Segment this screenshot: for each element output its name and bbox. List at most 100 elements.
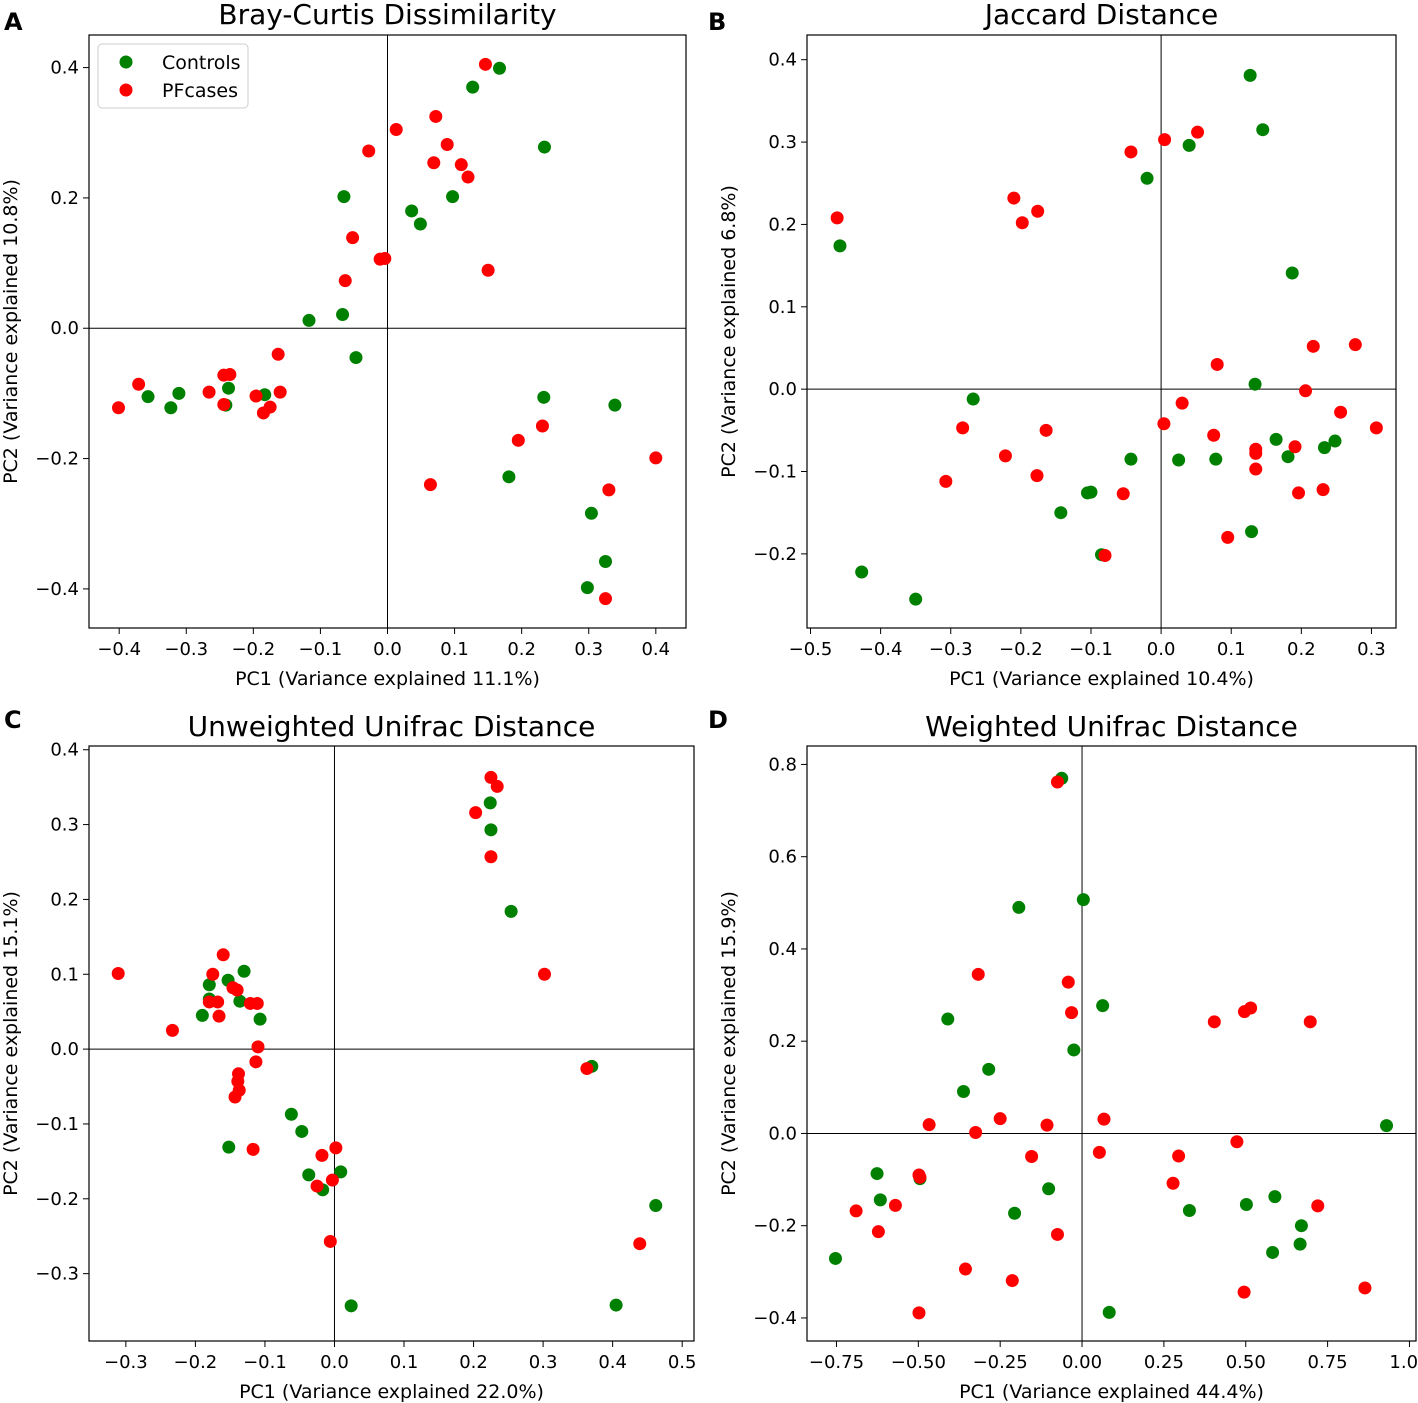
data-point-pfcases — [1237, 1285, 1251, 1299]
panel-label: D — [708, 706, 728, 734]
x-tick-label: 0.1 — [390, 1352, 419, 1373]
panel-label: C — [4, 706, 22, 734]
data-point-pfcases — [912, 1306, 926, 1320]
data-point-pfcases — [206, 967, 220, 981]
data-point-pfcases — [273, 385, 287, 399]
y-tick-label: 0.8 — [768, 754, 797, 775]
data-point-pfcases — [956, 421, 970, 435]
data-point-pfcases — [1158, 133, 1172, 147]
data-point-pfcases — [537, 967, 551, 981]
data-point-controls — [833, 239, 847, 253]
data-point-pfcases — [993, 1112, 1007, 1126]
data-point-controls — [1076, 893, 1090, 907]
x-tick-label: −0.2 — [174, 1352, 218, 1373]
plot-frame — [88, 745, 695, 1342]
y-tick-label: −0.3 — [35, 1264, 79, 1285]
data-point-pfcases — [1311, 1199, 1325, 1213]
y-tick-label: −0.2 — [35, 1189, 79, 1210]
data-point-controls — [466, 80, 480, 94]
data-point-controls — [295, 1124, 309, 1138]
data-point-pfcases — [1358, 1281, 1372, 1295]
x-tick-label: 0.1 — [440, 639, 469, 660]
data-point-pfcases — [599, 592, 613, 606]
data-point-pfcases — [216, 948, 230, 962]
data-point-pfcases — [1172, 1149, 1186, 1163]
x-tick-label: −0.1 — [1069, 639, 1113, 660]
data-point-pfcases — [211, 995, 225, 1009]
x-tick-label: 0.50 — [1226, 1352, 1266, 1373]
chart-panel-a: A Bray-Curtis Dissimilarity −0.4 −0.3 −0.2 −0… — [0, 0, 687, 690]
data-point-controls — [1209, 452, 1223, 466]
data-point-controls — [504, 904, 518, 918]
x-tick-label: 0.4 — [598, 1352, 627, 1373]
legend-marker-pfcases — [119, 83, 133, 97]
data-point-pfcases — [939, 474, 953, 488]
data-point-controls — [1042, 1182, 1056, 1196]
data-point-pfcases — [469, 806, 483, 820]
data-point-pfcases — [602, 483, 616, 497]
x-tick-label: −0.1 — [299, 639, 343, 660]
data-point-pfcases — [1191, 125, 1205, 139]
x-tick-label: 0.25 — [1144, 1352, 1184, 1373]
data-point-pfcases — [1005, 1274, 1019, 1288]
data-point-controls — [195, 1008, 209, 1022]
data-point-pfcases — [271, 347, 285, 361]
x-tick-label: 0.0 — [1147, 639, 1176, 660]
data-point-controls — [941, 1012, 955, 1026]
x-tick-label: 0.2 — [459, 1352, 488, 1373]
legend-label-pfcases: PFcases — [162, 80, 238, 102]
x-tick-label: 0.3 — [574, 639, 603, 660]
data-point-controls — [1256, 123, 1270, 137]
data-point-controls — [1317, 441, 1331, 455]
y-tick-label: 0.4 — [768, 50, 797, 71]
data-point-controls — [537, 390, 551, 404]
data-point-pfcases — [246, 1142, 260, 1156]
data-point-controls — [1269, 432, 1283, 446]
data-point-pfcases — [478, 57, 492, 71]
data-point-pfcases — [461, 170, 475, 184]
x-tick-label: −0.75 — [809, 1352, 864, 1373]
x-tick-label: −0.3 — [164, 639, 208, 660]
x-tick-label: −0.2 — [231, 639, 275, 660]
data-point-controls — [1172, 453, 1186, 467]
data-point-controls — [483, 796, 497, 810]
data-point-pfcases — [112, 401, 126, 415]
data-point-pfcases — [649, 451, 663, 465]
panel-label: A — [4, 8, 23, 36]
x-tick-label: 0.75 — [1308, 1352, 1348, 1373]
data-point-controls — [1067, 1043, 1081, 1057]
x-tick-label: 0.0 — [320, 1352, 349, 1373]
data-point-controls — [1012, 900, 1026, 914]
data-point-controls — [1182, 138, 1196, 152]
data-point-controls — [141, 390, 155, 404]
data-point-pfcases — [1230, 1135, 1244, 1149]
data-point-controls — [608, 398, 622, 412]
data-point-controls — [1102, 1305, 1116, 1319]
data-point-controls — [336, 308, 350, 322]
data-point-pfcases — [888, 1198, 902, 1212]
panel-label: B — [708, 8, 726, 36]
data-point-controls — [493, 61, 507, 75]
series-controls — [828, 771, 1394, 1319]
legend-box — [97, 43, 249, 109]
data-point-pfcases — [998, 449, 1012, 463]
data-point-pfcases — [535, 419, 549, 433]
data-point-controls — [1245, 525, 1259, 539]
data-point-pfcases — [1157, 417, 1171, 431]
data-point-pfcases — [1249, 462, 1263, 476]
data-point-pfcases — [1092, 1145, 1106, 1159]
x-tick-label: −0.3 — [929, 639, 973, 660]
data-point-pfcases — [580, 1062, 594, 1076]
data-point-pfcases — [329, 1141, 343, 1155]
data-point-controls — [172, 386, 186, 400]
data-point-controls — [302, 1168, 316, 1182]
y-tick-label: −0.4 — [35, 579, 79, 600]
y-tick-label: 0.0 — [768, 1123, 797, 1144]
data-point-pfcases — [1299, 384, 1313, 398]
x-tick-label: 0.3 — [1357, 639, 1386, 660]
data-point-controls — [584, 506, 598, 520]
y-tick-label: 0.1 — [768, 297, 797, 318]
data-point-pfcases — [325, 1173, 339, 1187]
data-point-controls — [202, 978, 216, 992]
data-point-pfcases — [440, 137, 454, 151]
